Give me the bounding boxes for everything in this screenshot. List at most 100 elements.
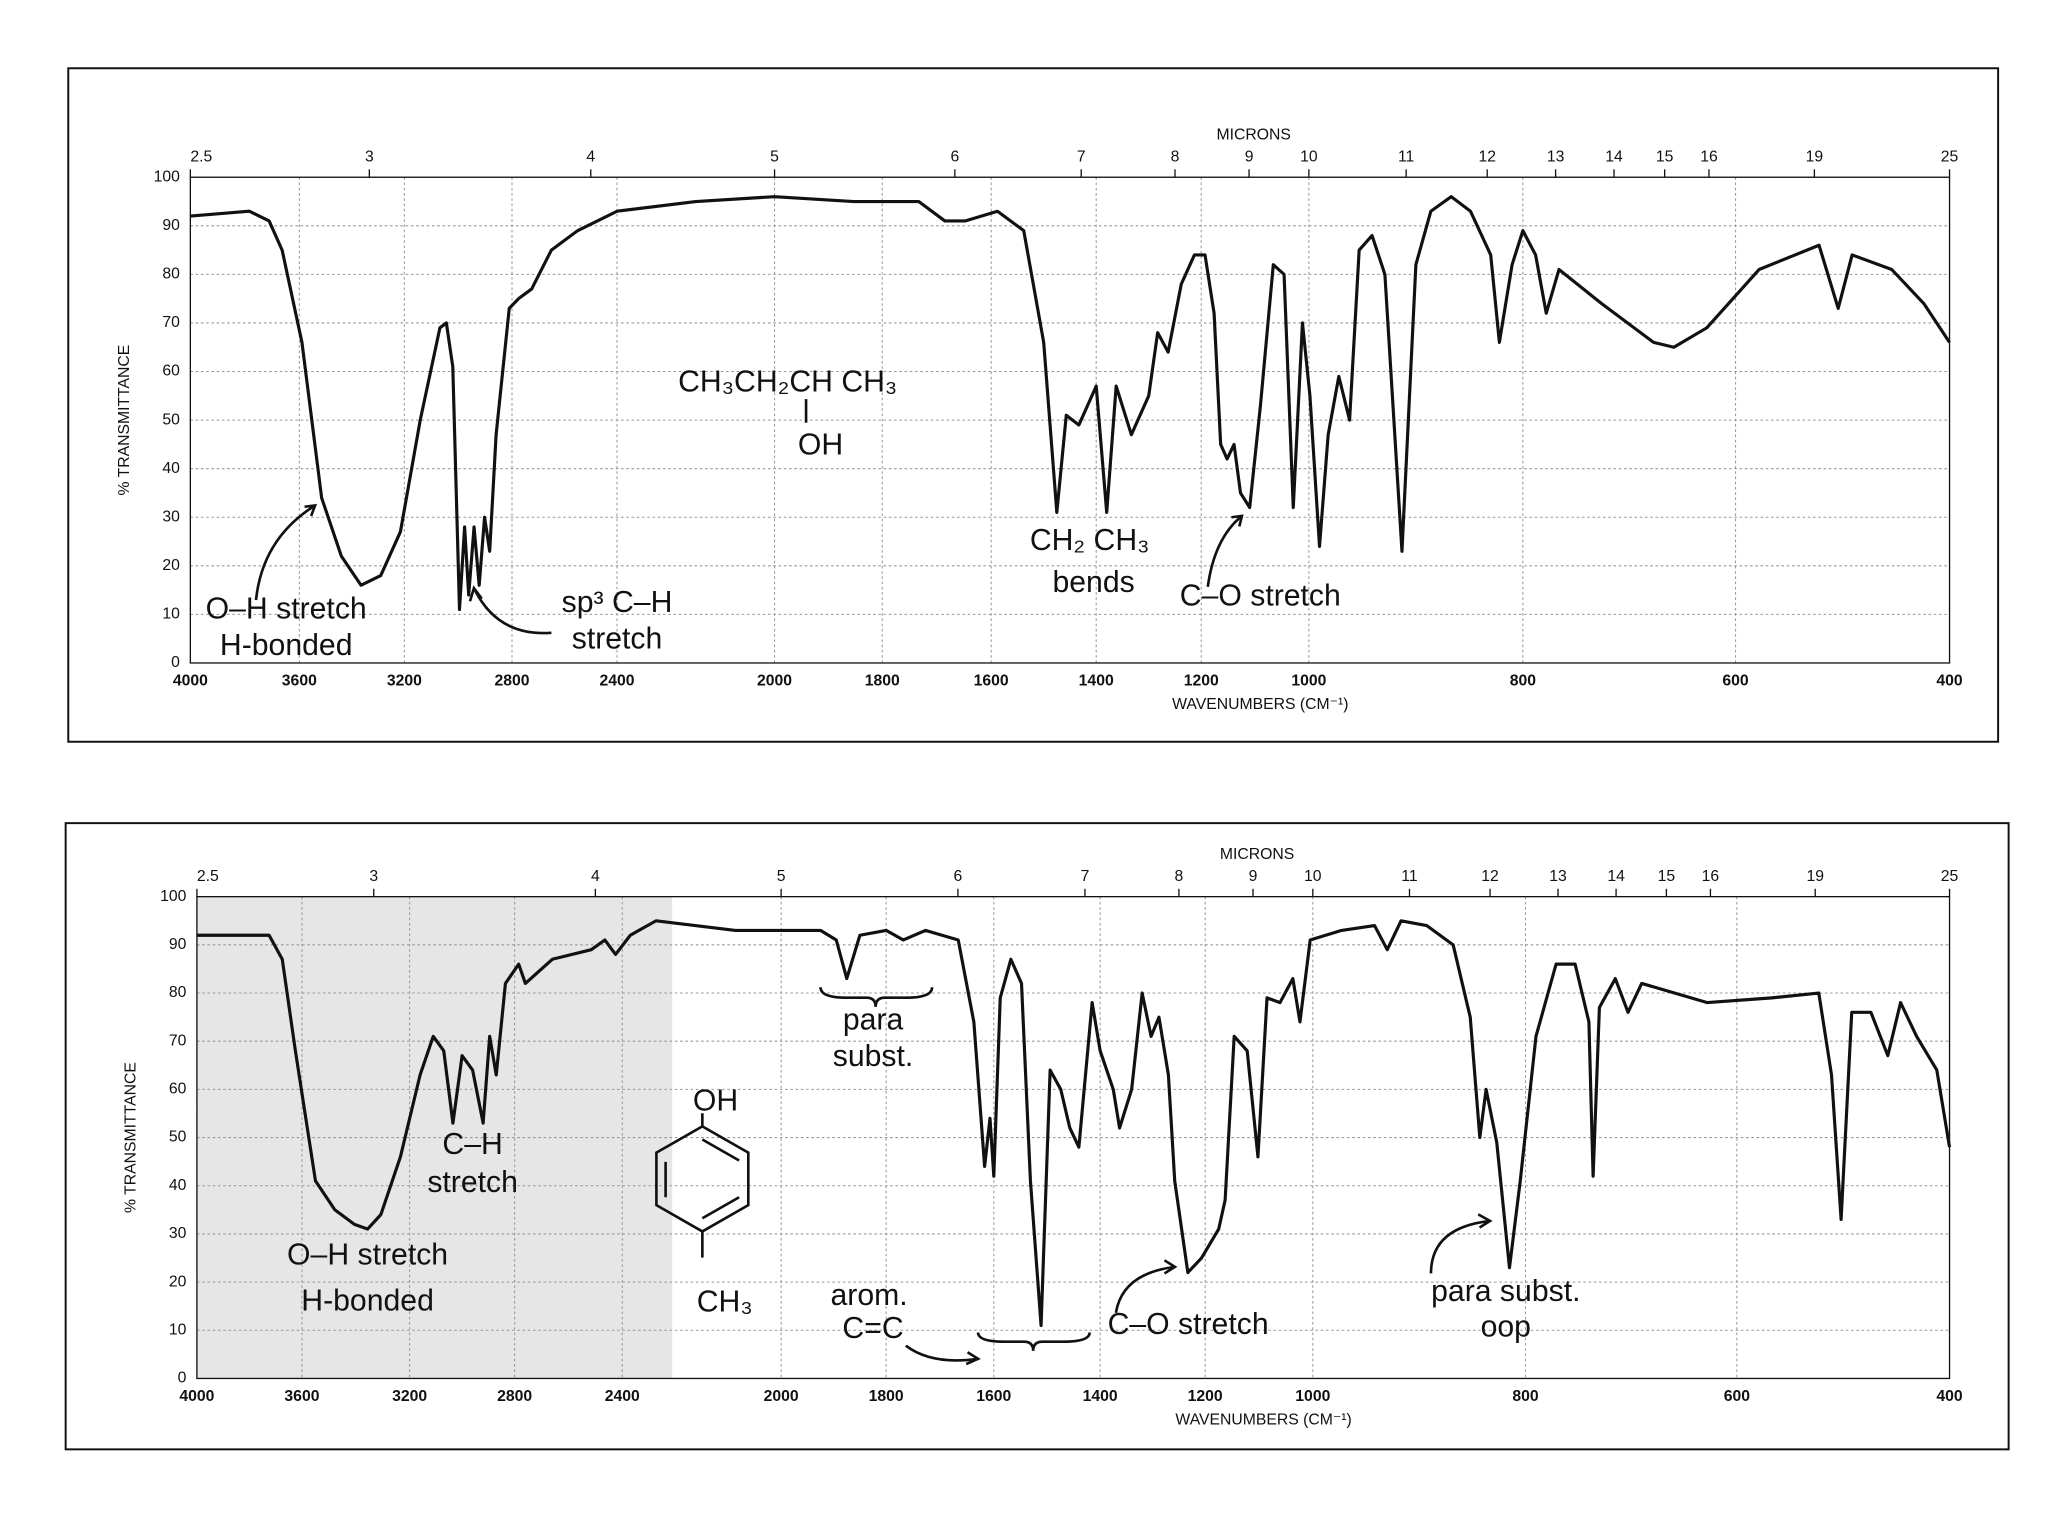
y-tick-label: 80: [169, 984, 187, 1001]
y-tick-label: 10: [169, 1321, 187, 1338]
x-tick-label: 1000: [1295, 1388, 1330, 1405]
y-axis-label: % TRANSMITTANCE: [116, 345, 133, 496]
annotation-arrow: [254, 504, 316, 601]
annotation-arrow: [304, 503, 318, 517]
micron-tick-label: 15: [1658, 868, 1676, 885]
x-tick-label: 4000: [179, 1388, 214, 1405]
x-tick-label: 400: [1936, 673, 1963, 690]
spectrum-line: [190, 195, 1951, 612]
annotation: H-bonded: [220, 629, 353, 662]
y-tick-label: 70: [162, 314, 180, 331]
y-tick-label: 0: [178, 1370, 187, 1387]
micron-tick-label: 4: [591, 868, 600, 885]
panel-frame: [67, 67, 2000, 743]
y-tick-label: 100: [154, 168, 181, 185]
annotation: O–H stretch: [287, 1238, 448, 1271]
annotation: stretch: [427, 1166, 518, 1199]
annotation-arrow: [1231, 514, 1244, 527]
plot-area: [189, 176, 1951, 664]
annotation: arom.: [831, 1279, 908, 1312]
micron-tick-label: 3: [365, 149, 374, 166]
panel-frame: [64, 822, 2010, 1451]
x-tick-label: 600: [1722, 673, 1749, 690]
micron-tick-label: 11: [1401, 868, 1417, 885]
micron-tick-label: 10: [1300, 149, 1318, 166]
micron-tick-label: 6: [950, 149, 959, 166]
y-tick-label: 20: [162, 557, 180, 574]
y-tick-label: 40: [169, 1177, 187, 1194]
y-tick-label: 10: [162, 606, 180, 623]
micron-tick-label: 4: [586, 149, 595, 166]
y-axis-label: % TRANSMITTANCE: [122, 1062, 139, 1213]
annotation-arrow: [1163, 1259, 1178, 1275]
annotation: CH₃: [697, 1286, 753, 1319]
micron-tick-label: 8: [1175, 868, 1184, 885]
x-tick-label: 3200: [387, 673, 422, 690]
x-tick-label: 800: [1512, 1388, 1539, 1405]
micron-tick-label: 14: [1605, 149, 1623, 166]
x-tick-label: 600: [1724, 1388, 1751, 1405]
annotation-arrow: [1206, 514, 1243, 588]
x-tick-label: 3200: [392, 1388, 427, 1405]
micron-tick-label: 13: [1549, 868, 1567, 885]
x-tick-label: 2800: [497, 1388, 532, 1405]
x2-axis-label: MICRONS: [1220, 846, 1294, 863]
micron-tick-label: 25: [1941, 149, 1959, 166]
micron-tick-label: 14: [1607, 868, 1625, 885]
annotation-arrow: [468, 585, 483, 602]
annotation: OH: [693, 1085, 738, 1118]
annotation: stretch: [572, 623, 663, 656]
y-tick-label: 50: [162, 411, 180, 428]
micron-tick-label: 25: [1941, 868, 1959, 885]
annotation-arrow: [655, 1113, 750, 1258]
x-tick-label: 1800: [869, 1388, 904, 1405]
x2-axis-label: MICRONS: [1217, 126, 1291, 143]
micron-tick-label: 19: [1806, 149, 1824, 166]
x-tick-label: 2000: [757, 673, 792, 690]
annotation: bends: [1052, 566, 1134, 599]
y-tick-label: 80: [162, 266, 180, 283]
annotation-arrow: [976, 1332, 1091, 1351]
y-tick-label: 70: [169, 1032, 187, 1049]
y-tick-label: 90: [169, 936, 187, 953]
micron-tick-label: 11: [1398, 149, 1414, 166]
micron-tick-label: 13: [1547, 149, 1565, 166]
annotation: C–O stretch: [1180, 579, 1341, 612]
x-tick-label: 800: [1510, 673, 1537, 690]
x-tick-label: 2800: [494, 673, 529, 690]
annotation: para: [843, 1003, 904, 1036]
annotation: CH₂ CH₃: [1030, 524, 1150, 557]
annotation: CH₃CH₂CH CH₃: [678, 365, 897, 398]
x-tick-label: 1200: [1188, 1388, 1223, 1405]
x-tick-label: 2400: [605, 1388, 640, 1405]
y-tick-label: 100: [160, 888, 187, 905]
x-tick-label: 1600: [976, 1388, 1011, 1405]
annotation: oop: [1481, 1311, 1531, 1344]
micron-tick-label: 3: [369, 868, 378, 885]
micron-tick-label: 19: [1806, 868, 1824, 885]
micron-tick-label: 6: [954, 868, 963, 885]
micron-tick-label: 5: [777, 868, 786, 885]
annotation: sp³ C–H: [562, 586, 673, 619]
x-axis-label: WAVENUMBERS (CM⁻¹): [1172, 696, 1348, 713]
y-tick-label: 20: [169, 1273, 187, 1290]
x-tick-label: 2000: [764, 1388, 799, 1405]
micron-tick-label: 7: [1077, 149, 1086, 166]
micron-tick-label: 8: [1171, 149, 1180, 166]
x-tick-label: 1800: [865, 673, 900, 690]
x-tick-label: 2400: [600, 673, 635, 690]
annotation-arrow: [474, 590, 552, 635]
micron-tick-label: 7: [1081, 868, 1090, 885]
micron-tick-label: 9: [1245, 149, 1254, 166]
x-tick-label: 1400: [1083, 1388, 1118, 1405]
y-tick-label: 0: [171, 654, 180, 671]
x-tick-label: 400: [1936, 1388, 1963, 1405]
x-tick-label: 1600: [974, 673, 1009, 690]
annotation: subst.: [833, 1040, 914, 1073]
x-tick-label: 4000: [173, 673, 208, 690]
micron-tick-label: 10: [1304, 868, 1322, 885]
annotation-arrow: [965, 1351, 981, 1366]
x-tick-label: 3600: [284, 1388, 319, 1405]
